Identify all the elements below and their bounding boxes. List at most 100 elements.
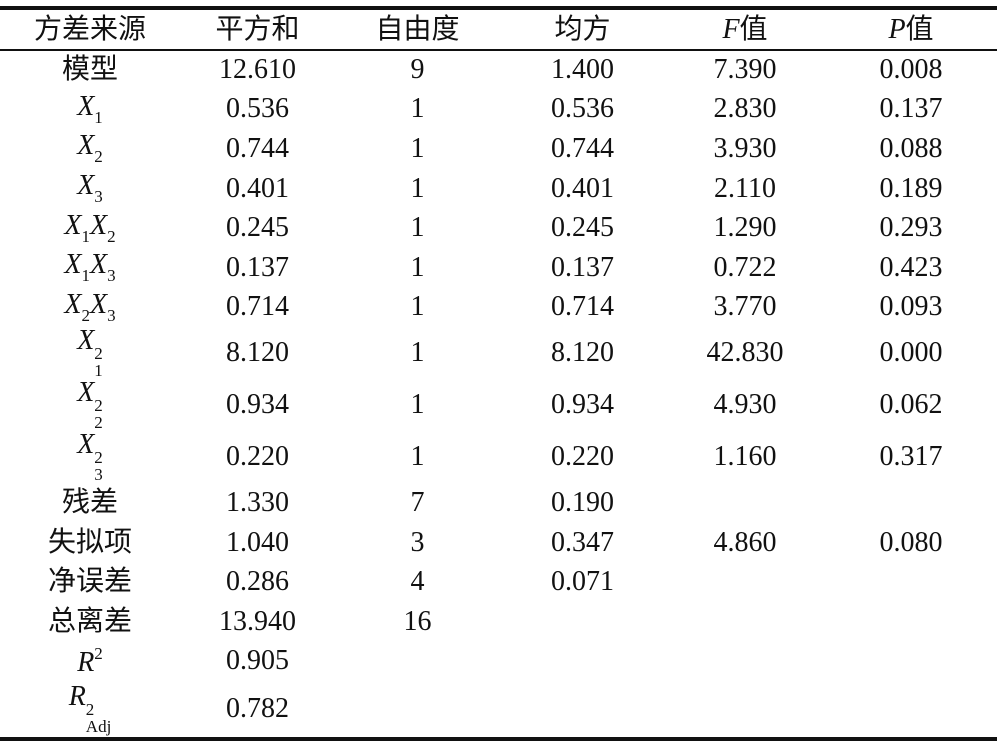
text-part: X	[90, 209, 108, 241]
header-row: 方差来源 平方和 自由度 均方 F值 P值	[0, 8, 997, 50]
value-cell: 0.782	[226, 693, 289, 725]
value-cell: 0.245	[551, 212, 614, 244]
table-row: 残差 1.330 7 0.190	[0, 483, 997, 523]
value-cell: 1	[410, 291, 425, 323]
value-cell: 0.536	[551, 93, 614, 125]
value-cell: 12.610	[219, 54, 296, 86]
value-cell: 0.423	[879, 251, 943, 283]
value-cell: 1.040	[226, 526, 289, 558]
header-cell: 均方	[500, 8, 665, 50]
value-cell: 1	[410, 132, 425, 164]
text-part: R	[77, 647, 95, 679]
value-cell: 8.120	[551, 337, 614, 369]
value-cell: 0.744	[226, 132, 289, 164]
subscript: Adj	[85, 717, 112, 737]
value-cell: 0.401	[226, 172, 289, 204]
value-cell: 0.347	[551, 526, 614, 558]
source-cell: X2X3	[0, 288, 180, 328]
table-row: 失拟项 1.040 3 0.347 4.860 0.080	[0, 523, 997, 563]
value-cell: 42.830	[706, 337, 784, 369]
subscript: 3	[94, 187, 103, 207]
value-cell: 13.940	[219, 605, 296, 637]
value-cell: 1	[410, 212, 425, 244]
superscript: 2	[94, 448, 103, 468]
value-cell: 3	[410, 526, 425, 558]
header-cell: 自由度	[335, 8, 500, 50]
source-cell: 总离差	[0, 602, 180, 642]
subscript: 1	[81, 226, 91, 246]
value-cell: 0.071	[551, 566, 614, 598]
subscript: 1	[81, 266, 91, 286]
value-cell: 8.120	[226, 337, 289, 369]
header-cell: 方差来源	[0, 8, 180, 50]
table-body: 模型 12.610 9 1.400 7.390 0.008 X1 0.536 1 0.536 2.8…	[0, 50, 997, 740]
subscript: 1	[94, 107, 103, 127]
text-part: X	[77, 377, 95, 409]
text-part: 净误差	[47, 566, 132, 598]
value-cell	[825, 562, 997, 602]
text-part: P	[888, 13, 906, 45]
value-cell: 4.930	[713, 389, 777, 421]
value-cell: 0.286	[226, 566, 289, 598]
text-part: X	[90, 249, 108, 281]
value-cell: 1	[410, 389, 425, 421]
table-row: X 2 1 8.120 1 8.120 42.830 0.000	[0, 325, 997, 380]
table-row: R2 0.905	[0, 642, 997, 682]
text-part: R	[68, 681, 86, 713]
subscript: 2	[94, 413, 103, 433]
value-cell: 0.293	[879, 212, 943, 244]
value-cell: 0.008	[879, 54, 943, 86]
table-row: X1X3 0.137 1 0.137 0.722 0.423	[0, 248, 997, 288]
value-cell	[665, 681, 825, 739]
value-cell: 0.536	[226, 93, 289, 125]
value-cell: 0.317	[879, 441, 943, 473]
header-cell: F值	[665, 8, 825, 50]
value-cell: 4.860	[713, 526, 777, 558]
value-cell: 0.137	[879, 93, 943, 125]
value-cell: 7.390	[713, 54, 777, 86]
value-cell: 1.400	[551, 54, 614, 86]
text-part: X	[77, 325, 95, 357]
value-cell	[500, 681, 665, 739]
subscript: 2	[94, 147, 103, 167]
value-cell	[500, 642, 665, 682]
table-row: 总离差 13.940 16	[0, 602, 997, 642]
value-cell: 0.401	[551, 172, 614, 204]
value-cell: 1	[410, 337, 425, 369]
source-cell: X3	[0, 169, 180, 209]
value-cell: 1	[410, 172, 425, 204]
table-header: 方差来源 平方和 自由度 均方 F值 P值	[0, 8, 997, 50]
source-cell: 失拟项	[0, 523, 180, 563]
value-cell	[665, 483, 825, 523]
table-row: 模型 12.610 9 1.400 7.390 0.008	[0, 50, 997, 90]
table-row: R 2 Adj 0.782	[0, 681, 997, 740]
value-cell: 0.189	[879, 172, 943, 204]
text-part: 方差来源	[33, 13, 146, 45]
value-cell: 0.220	[226, 441, 289, 473]
subscript: 2	[81, 305, 91, 325]
text-part: 值	[739, 13, 768, 45]
value-cell: 4	[410, 566, 425, 598]
value-cell: 0.190	[551, 486, 614, 518]
text-part: X	[77, 130, 95, 162]
text-part: 值	[905, 13, 934, 45]
value-cell	[665, 562, 825, 602]
value-cell: 1.290	[713, 212, 777, 244]
table-row: X3 0.401 1 0.401 2.110 0.189	[0, 169, 997, 209]
table-row: X2X3 0.714 1 0.714 3.770 0.093	[0, 288, 997, 328]
value-cell	[825, 642, 997, 682]
text-part: X	[77, 90, 95, 122]
value-cell	[825, 602, 997, 642]
text-part: 残差	[61, 486, 118, 518]
table-row: X1X2 0.245 1 0.245 1.290 0.293	[0, 208, 997, 248]
value-cell	[665, 602, 825, 642]
value-cell: 0.744	[551, 132, 614, 164]
value-cell: 16	[403, 605, 432, 637]
value-cell: 0.714	[226, 291, 289, 323]
source-cell: 模型	[0, 50, 180, 90]
subscript: 3	[107, 266, 116, 286]
value-cell: 0.137	[551, 251, 614, 283]
